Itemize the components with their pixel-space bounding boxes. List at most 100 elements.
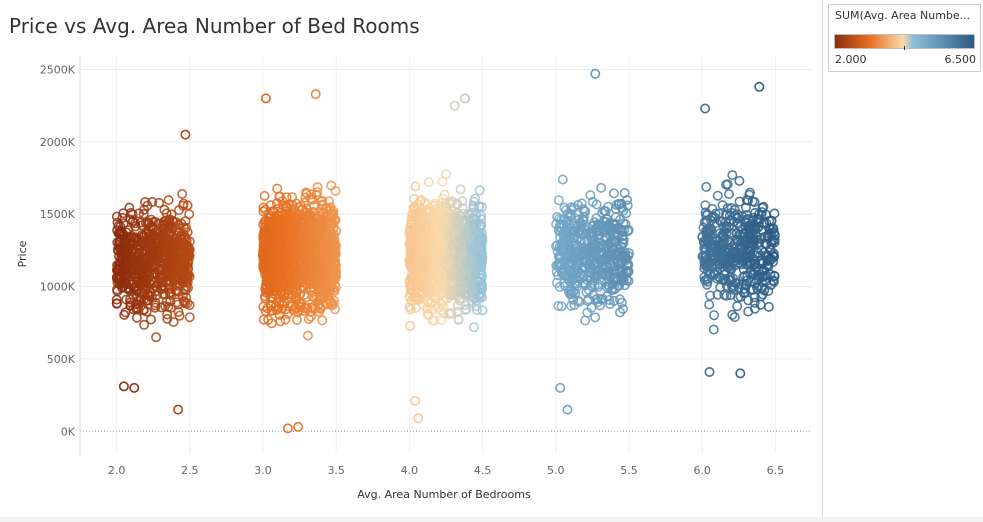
data-point[interactable] [140,257,151,268]
data-point[interactable] [753,214,764,225]
data-point[interactable] [464,232,475,243]
data-point[interactable] [164,227,175,238]
data-point[interactable] [434,267,445,278]
data-point[interactable] [163,301,174,312]
data-point[interactable] [166,209,177,220]
data-point[interactable] [173,306,184,317]
data-point[interactable] [552,260,563,271]
data-point[interactable] [754,81,765,92]
data-point[interactable] [281,192,292,203]
data-point[interactable] [282,289,293,300]
data-point[interactable] [260,229,271,240]
data-point[interactable] [722,203,733,214]
data-point[interactable] [749,256,760,267]
data-point[interactable] [703,273,714,284]
data-point[interactable] [139,204,150,215]
data-point[interactable] [173,299,184,310]
data-point[interactable] [578,214,589,225]
data-point[interactable] [735,244,746,255]
data-point[interactable] [405,231,416,242]
data-point[interactable] [312,182,323,193]
data-point[interactable] [553,300,564,311]
data-point[interactable] [756,245,767,256]
data-point[interactable] [701,225,712,236]
data-point[interactable] [440,257,451,268]
data-point[interactable] [749,236,760,247]
data-point[interactable] [758,201,769,212]
data-point[interactable] [405,320,416,331]
data-point[interactable] [476,261,487,272]
data-point[interactable] [553,195,564,206]
data-point[interactable] [330,185,341,196]
data-point[interactable] [259,246,270,257]
data-point[interactable] [317,315,328,326]
data-point[interactable] [468,214,479,225]
data-point[interactable] [722,257,733,268]
data-point[interactable] [265,299,276,310]
data-point[interactable] [609,284,620,295]
data-point[interactable] [616,297,627,308]
data-point[interactable] [406,238,417,249]
data-point[interactable] [429,315,440,326]
data-point[interactable] [596,182,607,193]
data-point[interactable] [750,222,761,233]
data-point[interactable] [741,252,752,263]
data-point[interactable] [564,233,575,244]
data-point[interactable] [719,289,730,300]
data-point[interactable] [735,368,746,379]
data-point[interactable] [329,215,340,226]
data-point[interactable] [475,280,486,291]
data-point[interactable] [562,404,573,415]
data-point[interactable] [168,238,179,249]
data-point[interactable] [426,277,437,288]
data-point[interactable] [457,196,468,207]
data-point[interactable] [551,266,562,277]
data-point[interactable] [166,237,177,248]
data-point[interactable] [309,292,320,303]
data-point[interactable] [701,279,712,290]
data-point[interactable] [183,263,194,274]
color-legend[interactable]: SUM(Avg. Area Numbe... 2.000 6.500 [828,4,981,72]
data-point[interactable] [171,272,182,283]
data-point[interactable] [413,413,424,424]
data-point[interactable] [259,190,270,201]
data-point[interactable] [556,301,567,312]
data-point[interactable] [264,221,275,232]
data-point[interactable] [551,277,562,288]
data-point[interactable] [712,190,723,201]
data-point[interactable] [278,300,289,311]
data-point[interactable] [566,265,577,276]
data-point[interactable] [146,249,157,260]
data-point[interactable] [580,262,591,273]
data-point[interactable] [301,223,312,234]
data-point[interactable] [476,219,487,230]
data-point[interactable] [118,381,129,392]
data-point[interactable] [751,282,762,293]
data-point[interactable] [429,253,440,264]
data-point[interactable] [759,271,770,282]
data-point[interactable] [746,238,757,249]
data-point[interactable] [451,252,462,263]
data-point[interactable] [471,220,482,231]
data-point[interactable] [610,203,621,214]
data-point[interactable] [316,213,327,224]
data-point[interactable] [329,304,340,315]
data-point[interactable] [715,259,726,270]
data-point[interactable] [621,253,632,264]
data-point[interactable] [705,268,716,279]
data-point[interactable] [440,169,451,180]
data-point[interactable] [451,198,462,209]
data-point[interactable] [435,280,446,291]
data-point[interactable] [267,253,278,264]
data-point[interactable] [721,224,732,235]
data-point[interactable] [310,89,321,100]
data-point[interactable] [258,202,269,213]
data-point[interactable] [319,239,330,250]
data-point[interactable] [474,236,485,247]
data-point[interactable] [718,237,729,248]
data-point[interactable] [572,295,583,306]
data-point[interactable] [263,271,274,282]
data-point[interactable] [576,198,587,209]
data-point[interactable] [607,243,618,254]
data-point[interactable] [296,281,307,292]
